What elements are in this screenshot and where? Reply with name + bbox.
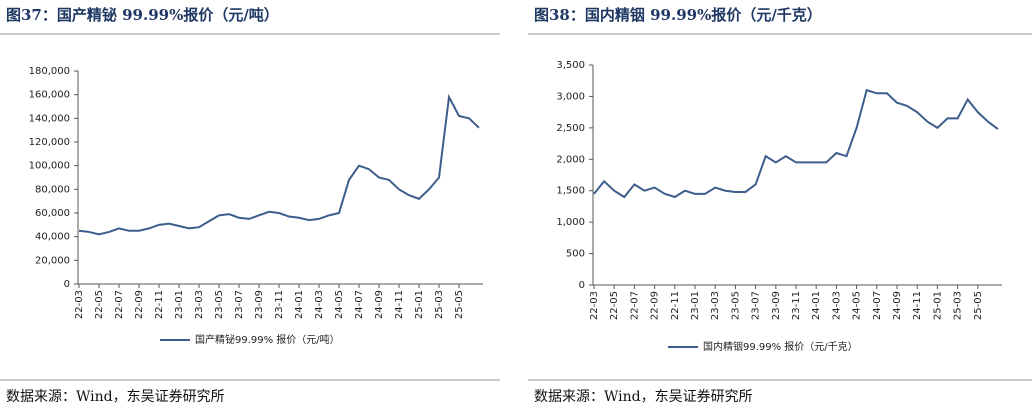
y-tick-label: 40,000	[35, 232, 70, 243]
legend-label: 国产精铋99.99% 报价（元/吨）	[195, 333, 340, 346]
x-tick-label: 25-03	[434, 290, 445, 319]
x-tick-label: 22-05	[609, 291, 620, 320]
chart-title: 图38：国内精铟 99.99%报价（元/千克）	[534, 6, 822, 24]
x-tick-label: 24-11	[394, 290, 405, 319]
y-tick-label: 20,000	[35, 255, 70, 266]
x-tick-label: 23-01	[174, 290, 185, 319]
x-tick-label: 24-03	[314, 290, 325, 319]
x-tick-label: 23-01	[690, 291, 701, 320]
x-tick-label: 22-03	[74, 290, 85, 319]
x-tick-label: 23-11	[274, 290, 285, 319]
y-tick-label: 3,000	[556, 91, 585, 102]
x-tick-label: 22-07	[114, 290, 125, 319]
y-tick-label: 160,000	[29, 90, 70, 101]
y-tick-label: 2,000	[556, 154, 585, 165]
x-tick-label: 24-05	[334, 290, 345, 319]
series-line	[78, 93, 480, 236]
x-tick-label: 24-01	[811, 291, 822, 320]
y-tick-label: 0	[64, 279, 70, 290]
source: 数据来源：Wind，东吴证券研究所	[534, 389, 753, 405]
x-tick-label: 24-01	[294, 290, 305, 319]
y-tick-label: 120,000	[29, 137, 70, 148]
chart-title: 图37：国产精铋 99.99%报价（元/吨）	[6, 6, 279, 24]
x-tick-label: 25-05	[454, 290, 465, 319]
x-tick-label: 25-05	[973, 291, 984, 320]
y-tick-label: 3,500	[556, 60, 585, 71]
x-tick-label: 22-09	[134, 290, 145, 319]
y-tick-label: 80,000	[35, 184, 70, 195]
x-tick-label: 25-03	[953, 291, 964, 320]
x-tick-label: 23-03	[710, 291, 721, 320]
y-tick-label: 100,000	[29, 161, 70, 172]
x-tick-label: 23-03	[194, 290, 205, 319]
x-tick-label: 23-07	[234, 290, 245, 319]
x-tick-label: 24-11	[912, 291, 923, 320]
source: 数据来源：Wind，东吴证券研究所	[6, 389, 225, 405]
x-tick-label: 22-11	[670, 291, 681, 320]
y-tick-label: 60,000	[35, 208, 70, 219]
x-tick-label: 25-01	[414, 290, 425, 319]
x-tick-label: 22-05	[94, 290, 105, 319]
y-tick-label: 140,000	[29, 113, 70, 124]
y-tick-label: 2,500	[556, 123, 585, 134]
x-tick-label: 25-01	[932, 291, 943, 320]
x-tick-label: 23-05	[730, 291, 741, 320]
x-tick-label: 23-07	[751, 291, 762, 320]
x-tick-label: 23-05	[214, 290, 225, 319]
x-tick-label: 24-09	[892, 291, 903, 320]
y-tick-label: 0	[579, 280, 585, 291]
x-tick-label: 24-03	[831, 291, 842, 320]
x-tick-label: 22-03	[589, 291, 600, 320]
y-tick-label: 1,000	[556, 217, 585, 228]
x-tick-label: 23-09	[771, 291, 782, 320]
x-tick-label: 24-07	[354, 290, 365, 319]
y-tick-label: 1,500	[556, 186, 585, 197]
y-tick-label: 180,000	[29, 66, 70, 77]
x-tick-label: 23-09	[254, 290, 265, 319]
x-tick-label: 23-11	[791, 291, 802, 320]
x-tick-label: 22-11	[154, 290, 165, 319]
x-tick-label: 22-07	[629, 291, 640, 320]
series-line	[593, 88, 999, 199]
y-tick-label: 500	[566, 249, 585, 260]
x-tick-label: 24-05	[852, 291, 863, 320]
x-tick-label: 22-09	[650, 291, 661, 320]
legend-label: 国内精铟99.99% 报价（元/千克）	[703, 340, 858, 353]
x-tick-label: 24-07	[872, 291, 883, 320]
x-tick-label: 24-09	[374, 290, 385, 319]
